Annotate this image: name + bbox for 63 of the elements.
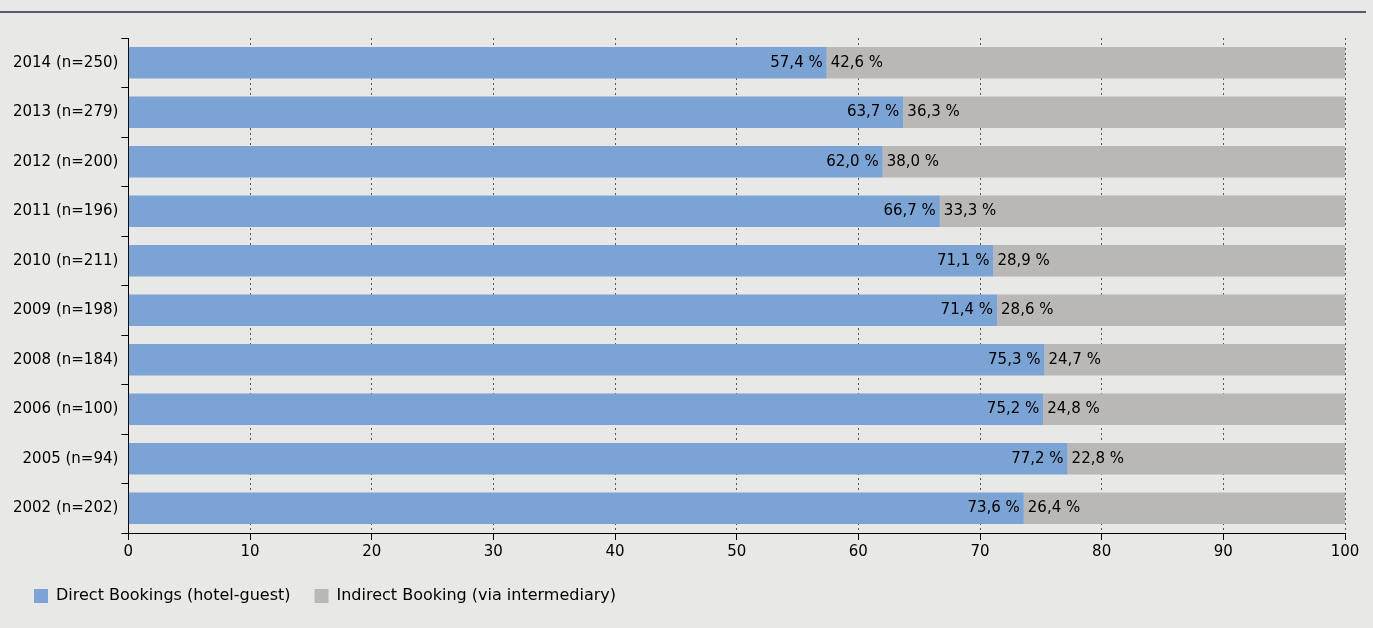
y-tick-label: 2010 (n=211) — [12, 250, 119, 269]
x-tick-label: 0 — [123, 541, 134, 560]
data-label: 75,2 % — [986, 399, 1040, 418]
bar — [1044, 343, 1345, 376]
data-label: 22,8 % — [1071, 448, 1125, 467]
data-label: 63,7 % — [846, 102, 900, 121]
y-tick-label: 2008 (n=184) — [12, 349, 119, 368]
data-label: 36,3 % — [907, 102, 960, 121]
y-tick-label: 2002 (n=202) — [12, 498, 119, 517]
y-tick-label: 2013 (n=279) — [12, 102, 119, 121]
data-label: 62,0 % — [826, 151, 879, 170]
data-label: 73,6 % — [967, 498, 1020, 517]
bar — [128, 46, 827, 79]
data-label: 77,2 % — [1011, 448, 1064, 467]
bar — [128, 195, 940, 228]
data-label: 28,6 % — [1001, 300, 1054, 319]
y-tick-label: 2014 (n=250) — [12, 52, 119, 71]
bar — [1067, 442, 1345, 475]
x-tick-label: 90 — [1213, 541, 1233, 560]
bar — [903, 96, 1345, 129]
bar — [128, 244, 994, 277]
data-label: 28,9 % — [997, 250, 1050, 269]
bar — [1023, 492, 1345, 525]
bar — [826, 46, 1345, 79]
bar — [997, 294, 1345, 327]
x-tick-label: 20 — [362, 541, 382, 560]
bar — [993, 244, 1345, 277]
data-label: 24,8 % — [1047, 399, 1100, 418]
bar — [128, 442, 1068, 475]
bar — [128, 393, 1044, 426]
x-tick-label: 100 — [1330, 541, 1360, 560]
data-label: 57,4 % — [770, 52, 823, 71]
data-label: 38,0 % — [886, 151, 940, 170]
data-label: 26,4 % — [1027, 498, 1081, 517]
data-label: 66,7 % — [883, 201, 936, 220]
x-tick-label: 80 — [1092, 541, 1112, 560]
y-tick-label: 2012 (n=200) — [12, 151, 119, 170]
bar — [128, 96, 904, 129]
y-tick-label: 2011 (n=196) — [12, 201, 119, 220]
bar — [882, 145, 1345, 178]
x-tick-label: 60 — [848, 541, 868, 560]
legend-label: Direct Bookings (hotel-guest) — [56, 585, 291, 605]
data-label: 71,4 % — [940, 300, 994, 319]
bar — [128, 343, 1045, 376]
bar — [128, 145, 883, 178]
x-tick-label: 10 — [240, 541, 260, 560]
x-tick-label: 30 — [483, 541, 503, 560]
data-label: 42,6 % — [830, 52, 884, 71]
x-tick-label: 50 — [727, 541, 747, 560]
data-label: 33,3 % — [943, 201, 997, 220]
data-label: 71,1 % — [936, 250, 990, 269]
y-tick-label: 2006 (n=100) — [12, 399, 119, 418]
bar — [128, 492, 1024, 525]
bar — [1043, 393, 1345, 426]
legend-label: Indirect Booking (via intermediary) — [336, 585, 616, 605]
data-label: 75,3 % — [988, 349, 1041, 368]
x-tick-label: 40 — [605, 541, 625, 560]
bar — [128, 294, 998, 327]
bar — [939, 195, 1345, 228]
data-label: 24,7 % — [1048, 349, 1101, 368]
y-tick-label: 2005 (n=94) — [22, 448, 119, 467]
x-tick-label: 70 — [970, 541, 990, 560]
y-tick-label: 2009 (n=198) — [12, 300, 119, 319]
